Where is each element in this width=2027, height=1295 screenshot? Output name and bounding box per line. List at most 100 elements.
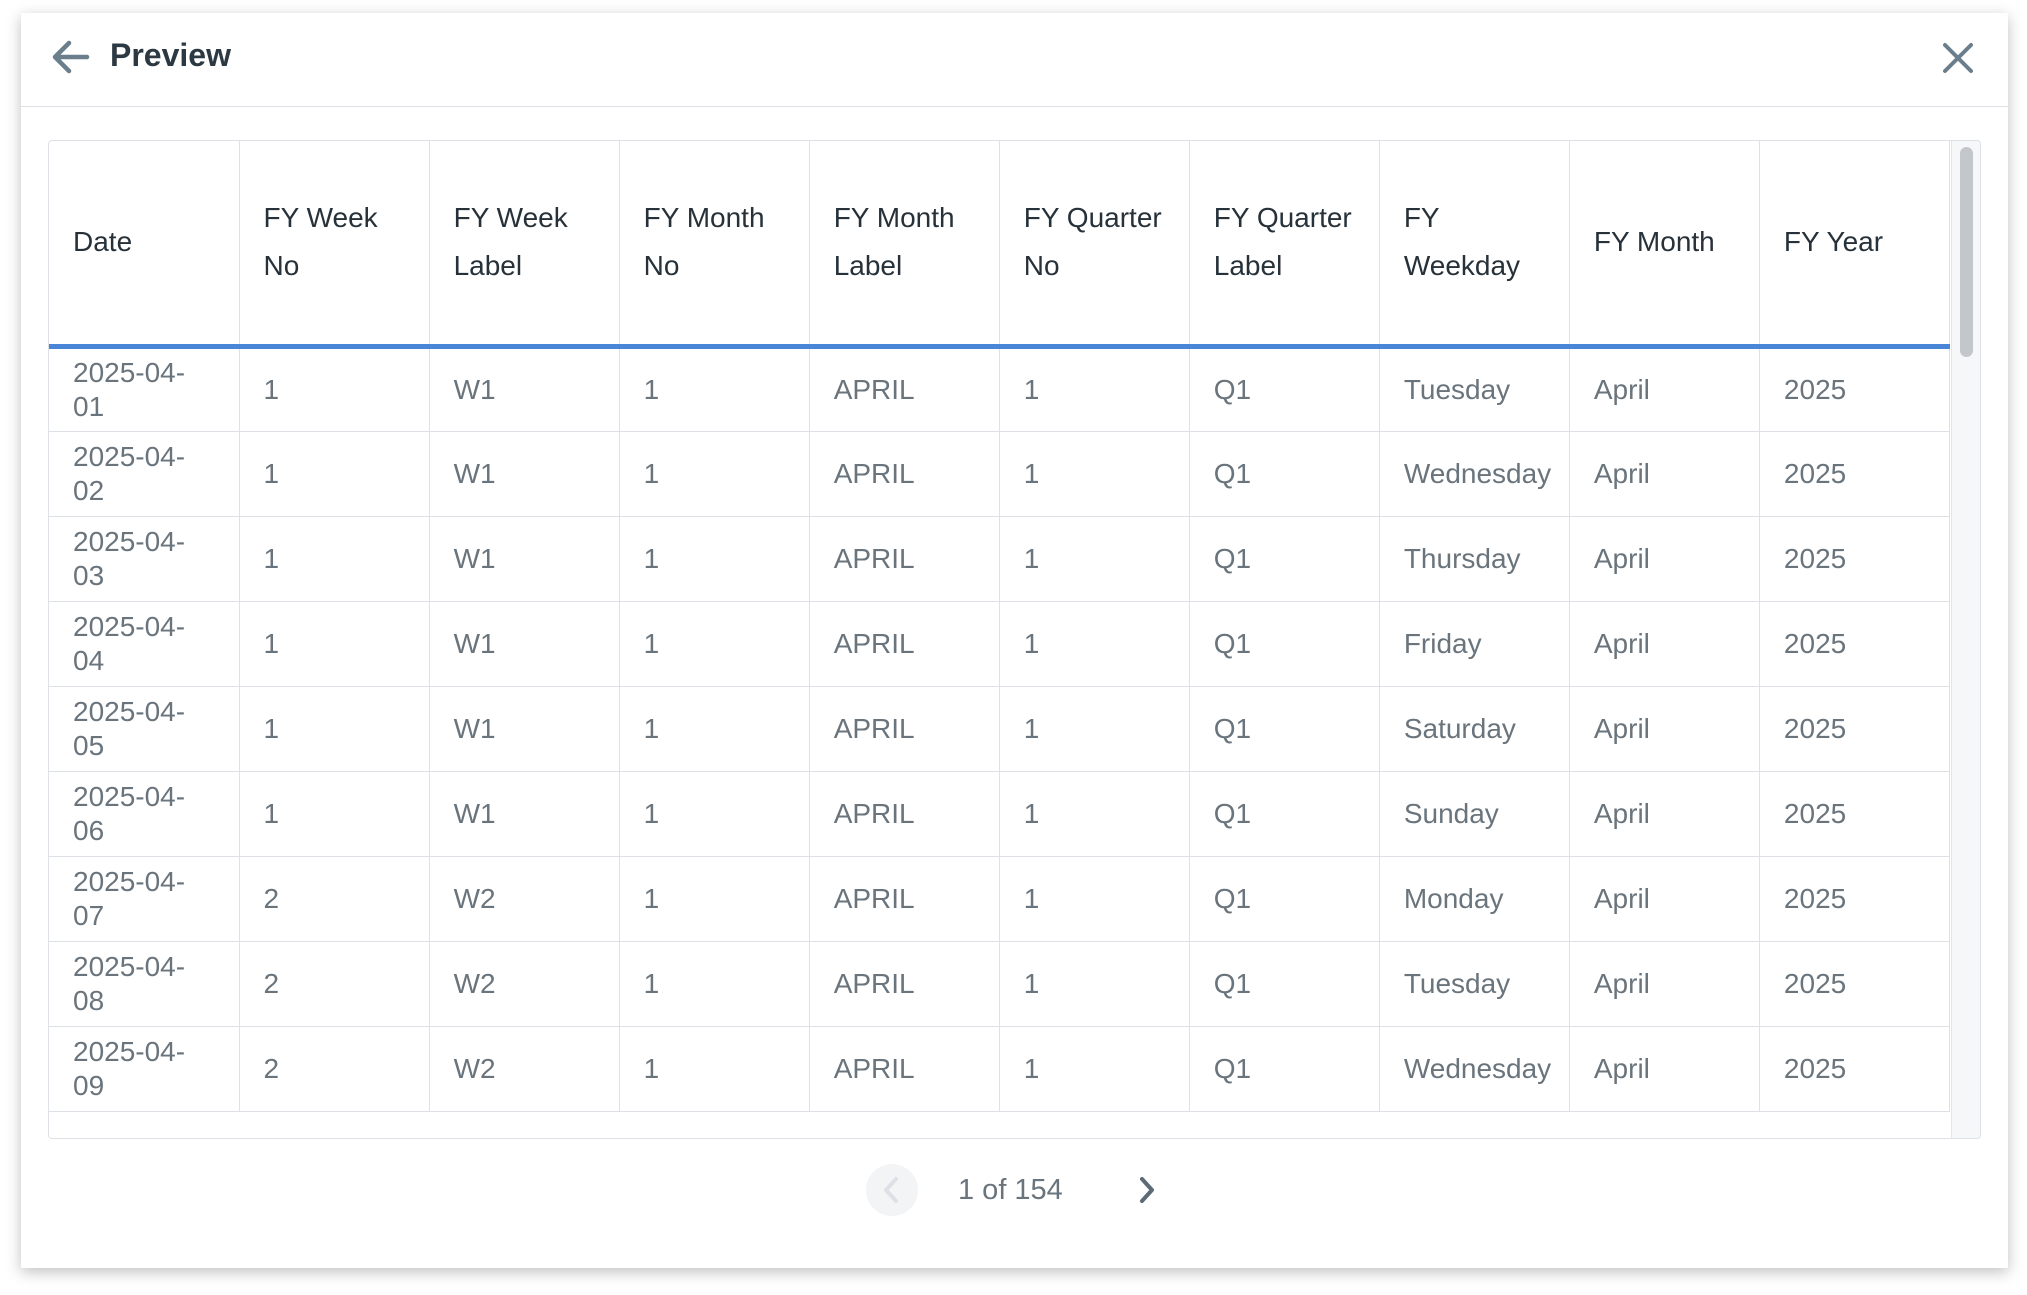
- table: Date FY Week No FY Week Label FY Month No FY…: [49, 141, 1951, 1112]
- cell-text: W1: [453, 457, 496, 489]
- cell-text: APRIL: [833, 457, 915, 489]
- table-row: 2025-04-06 1 W1 1 APRIL 1 Q1 Sunday April 2025: [49, 771, 1951, 857]
- table-cell: 1: [619, 856, 810, 942]
- table-row: 2025-04-03 1 W1 1 APRIL 1 Q1 Thursday April 2025: [49, 516, 1951, 602]
- table-cell: 2025-04-02: [49, 431, 240, 517]
- cell-text: 1: [643, 373, 660, 405]
- cell-text: Wednesday: [1403, 1052, 1552, 1084]
- next-page-button[interactable]: [1120, 1164, 1172, 1216]
- cell-text: 2025: [1783, 457, 1847, 489]
- table-cell: April: [1569, 601, 1760, 687]
- table-cell: 1: [239, 431, 430, 517]
- modal-title: Preview: [110, 37, 231, 73]
- table-cell: Q1: [1189, 1026, 1380, 1112]
- table-cell: April: [1569, 516, 1760, 602]
- cell-text: April: [1593, 457, 1650, 489]
- cell-text: W2: [453, 882, 496, 914]
- table-cell: W2: [429, 941, 620, 1027]
- table-cell: 1: [619, 601, 810, 687]
- table-cell: W1: [429, 686, 620, 772]
- cell-text: 2025-04-02: [73, 440, 186, 506]
- cell-text: 1: [263, 712, 280, 744]
- cell-text: 1: [643, 712, 660, 744]
- cell-text: 1: [1023, 967, 1040, 999]
- cell-text: 1: [1023, 797, 1040, 829]
- table-cell: 1: [999, 686, 1190, 772]
- scroll-thumb[interactable]: [1960, 147, 1973, 357]
- cell-text: April: [1593, 882, 1650, 914]
- table-cell: 1: [239, 686, 430, 772]
- table-cell: April: [1569, 1026, 1760, 1112]
- cell-text: 2: [263, 967, 280, 999]
- cell-text: 2025-04-06: [73, 780, 186, 846]
- table-cell: W2: [429, 1026, 620, 1112]
- table-cell: APRIL: [809, 771, 1000, 857]
- cell-text: Thursday: [1403, 542, 1521, 574]
- cell-text: April: [1593, 627, 1650, 659]
- table-cell: Q1: [1189, 516, 1380, 602]
- cell-text: APRIL: [833, 373, 915, 405]
- cell-text: Q1: [1213, 882, 1252, 914]
- column-header: FY Week No: [239, 141, 430, 349]
- table-cell: April: [1569, 771, 1760, 857]
- cell-text: W2: [453, 967, 496, 999]
- cell-text: 1: [643, 882, 660, 914]
- cell-text: W1: [453, 797, 496, 829]
- table-row: 2025-04-08 2 W2 1 APRIL 1 Q1 Tuesday April 2025: [49, 941, 1951, 1027]
- cell-text: 1: [263, 797, 280, 829]
- table-row: 2025-04-07 2 W2 1 APRIL 1 Q1 Monday April 2025: [49, 856, 1951, 942]
- table-cell: April: [1569, 346, 1760, 432]
- cell-text: Q1: [1213, 797, 1252, 829]
- data-table: Date FY Week No FY Week Label FY Month No FY…: [48, 140, 1981, 1139]
- table-cell: 2025: [1759, 601, 1951, 687]
- cell-text: 2025: [1783, 712, 1847, 744]
- cell-text: 2025-04-01: [73, 356, 186, 422]
- table-row: 2025-04-02 1 W1 1 APRIL 1 Q1 Wednesday April 2025: [49, 431, 1951, 517]
- cell-text: 2025: [1783, 627, 1847, 659]
- table-row: 2025-04-01 1 W1 1 APRIL 1 Q1 Tuesday April 2025: [49, 346, 1951, 432]
- table-cell: APRIL: [809, 346, 1000, 432]
- table-cell: Q1: [1189, 856, 1380, 942]
- table-cell: Monday: [1379, 856, 1570, 942]
- scrollbar[interactable]: [1951, 141, 1980, 1138]
- cell-text: April: [1593, 797, 1650, 829]
- table-cell: APRIL: [809, 941, 1000, 1027]
- table-cell: APRIL: [809, 1026, 1000, 1112]
- cell-text: 2025: [1783, 797, 1847, 829]
- back-button[interactable]: [51, 39, 91, 75]
- table-cell: W1: [429, 431, 620, 517]
- cell-text: Wednesday: [1403, 457, 1552, 489]
- cell-text: W1: [453, 627, 496, 659]
- table-cell: 1: [999, 516, 1190, 602]
- column-header: FY Quarter Label: [1189, 141, 1380, 349]
- close-button[interactable]: [1941, 41, 1975, 75]
- cell-text: 1: [263, 457, 280, 489]
- table-row: 2025-04-04 1 W1 1 APRIL 1 Q1 Friday April 2025: [49, 601, 1951, 687]
- table-cell: 2025: [1759, 346, 1951, 432]
- table-cell: 1: [999, 1026, 1190, 1112]
- table-cell: 1: [619, 771, 810, 857]
- cell-text: 1: [643, 797, 660, 829]
- table-cell: W1: [429, 601, 620, 687]
- table-cell: 1: [619, 346, 810, 432]
- cell-text: Tuesday: [1403, 967, 1511, 999]
- table-cell: W1: [429, 346, 620, 432]
- table-cell: W2: [429, 856, 620, 942]
- cell-text: 1: [643, 542, 660, 574]
- cell-text: Saturday: [1403, 712, 1516, 744]
- table-cell: April: [1569, 431, 1760, 517]
- table-cell: 2025-04-07: [49, 856, 240, 942]
- cell-text: 2025: [1783, 1052, 1847, 1084]
- table-cell: Wednesday: [1379, 1026, 1570, 1112]
- cell-text: APRIL: [833, 542, 915, 574]
- prev-page-button[interactable]: [866, 1164, 918, 1216]
- cell-text: 1: [1023, 627, 1040, 659]
- table-cell: 1: [999, 771, 1190, 857]
- cell-text: APRIL: [833, 882, 915, 914]
- cell-text: 2025-04-08: [73, 950, 186, 1016]
- cell-text: Q1: [1213, 967, 1252, 999]
- table-cell: Q1: [1189, 771, 1380, 857]
- cell-text: W2: [453, 1052, 496, 1084]
- cell-text: Q1: [1213, 542, 1252, 574]
